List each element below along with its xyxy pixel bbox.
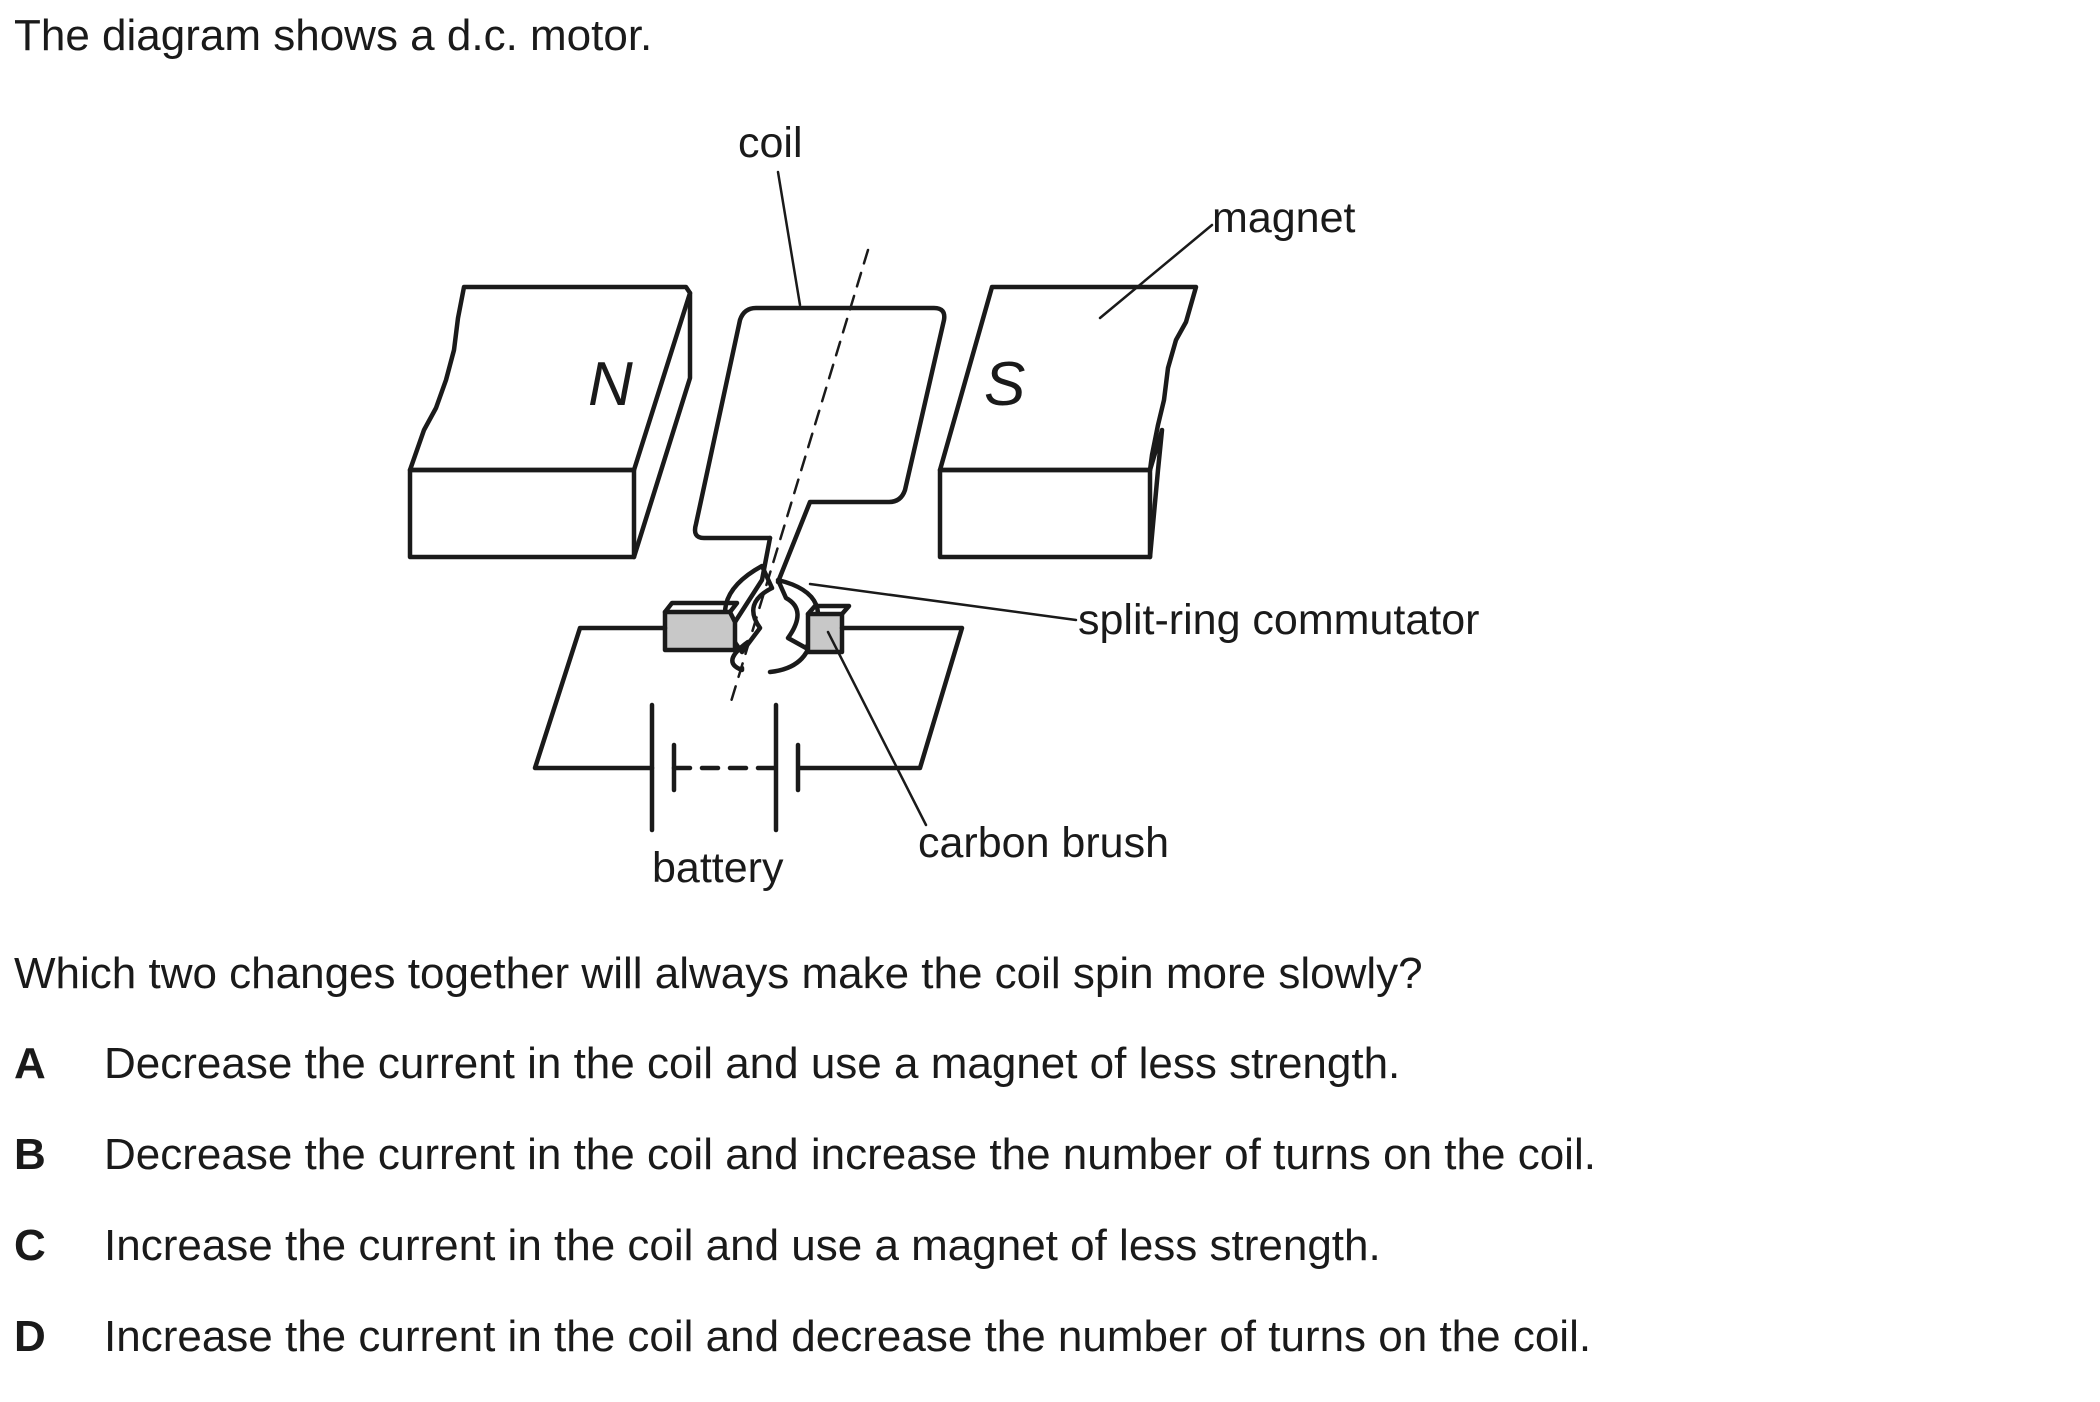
option-letter: D [14,1312,46,1361]
intro-text: The diagram shows a d.c. motor. [14,11,653,60]
option-text: Decrease the current in the coil and inc… [104,1130,1596,1179]
commutator-label: split-ring commutator [1078,596,1479,644]
battery [649,702,801,833]
option-text: Increase the current in the coil and use… [104,1221,1381,1270]
option-letter: A [14,1039,46,1088]
option-letter: C [14,1221,46,1270]
answer-options: A Decrease the current in the coil and u… [14,1038,2074,1402]
battery-label: battery [652,844,784,892]
carbon-brush-label: carbon brush [918,819,1169,867]
north-pole-label: N [588,350,633,419]
circuit-wires [532,625,965,771]
option-text: Increase the current in the coil and dec… [104,1312,1592,1361]
coil [692,305,947,625]
carbon-brush-left [662,600,740,653]
north-magnet [407,284,693,560]
option-d[interactable]: D Increase the current in the coil and d… [14,1311,2074,1402]
option-c[interactable]: C Increase the current in the coil and u… [14,1220,2074,1311]
magnet-label: magnet [1212,194,1355,242]
rotation-axis [728,248,870,707]
option-a[interactable]: A Decrease the current in the coil and u… [14,1038,2074,1129]
south-magnet [937,284,1199,560]
option-text: Decrease the current in the coil and use… [104,1039,1401,1088]
question-text: Which two changes together will always m… [14,949,1423,998]
option-letter: B [14,1130,46,1179]
coil-label: coil [738,119,803,167]
option-b[interactable]: B Decrease the current in the coil and i… [14,1129,2074,1220]
leader-lines [776,170,1214,827]
south-pole-label: S [984,350,1025,419]
